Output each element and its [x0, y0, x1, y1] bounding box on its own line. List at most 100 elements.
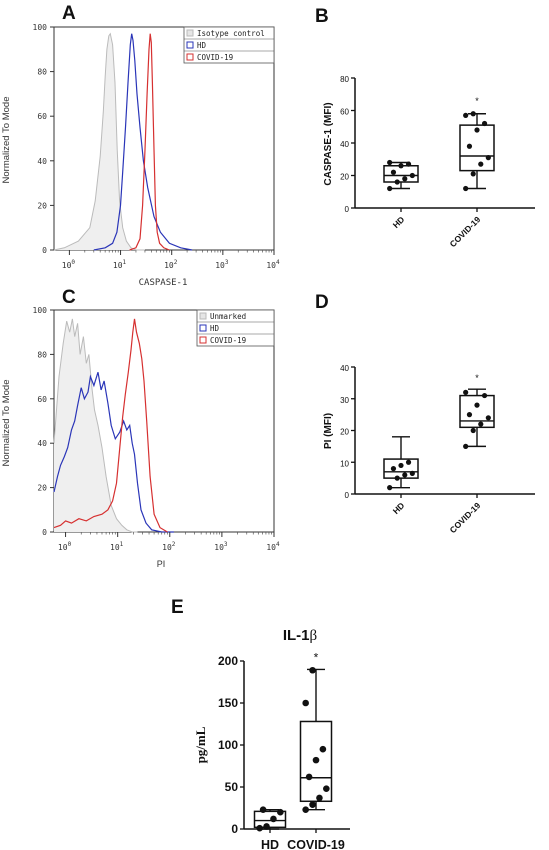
- panel-label-e: E: [171, 597, 184, 618]
- y-tick-label: 200: [218, 654, 238, 668]
- legend: Unmarked HD COVID-19: [196, 309, 275, 347]
- data-point: [409, 172, 415, 179]
- data-point: [478, 161, 484, 167]
- box-hd: [383, 436, 419, 491]
- y-tick-label: 0: [42, 528, 47, 537]
- data-point: [302, 806, 309, 813]
- data-point: [387, 185, 393, 192]
- legend-swatch: [199, 312, 207, 320]
- legend-label: COVID-19: [197, 53, 233, 62]
- legend-swatch: [186, 53, 194, 61]
- box-covid-19: [299, 666, 333, 813]
- legend-frame: [196, 309, 275, 347]
- x-tick-base: 10: [214, 543, 224, 552]
- panel-label-d: D: [315, 292, 329, 313]
- y-tick-label: 0: [345, 491, 350, 500]
- series-line-0: [53, 32, 145, 251]
- y-tick-label: 0: [231, 822, 238, 836]
- x-tick-base: 10: [164, 261, 174, 270]
- y-tick-label: 20: [340, 173, 349, 182]
- data-point: [309, 666, 316, 674]
- x-tick-exponent: 3: [224, 541, 228, 548]
- x-tick-base: 10: [113, 261, 123, 270]
- legend-swatch: [199, 324, 207, 332]
- histogram-caspase1: Normalized To Mode CASPASE-1 02040608010…: [1, 23, 280, 288]
- legend-swatch: [186, 29, 194, 37]
- boxplot-il1b: IL-1β pg/mL 0 50 100 150 200 HD COVID-19 *: [193, 627, 350, 850]
- box-iqr: [253, 810, 287, 829]
- box-iqr: [459, 124, 495, 172]
- data-point: [405, 161, 412, 167]
- data-point: [463, 185, 469, 192]
- y-tick-label: 60: [37, 395, 47, 404]
- data-point: [319, 745, 327, 753]
- data-point: [305, 773, 313, 781]
- y-axis-label: PI (MFI): [323, 413, 334, 449]
- y-axis-label: Normalized To Mode: [1, 97, 12, 184]
- x-tick-exponent: 4: [276, 541, 280, 548]
- data-point: [409, 470, 415, 476]
- y-tick-label: 50: [225, 780, 239, 794]
- title-main: IL-1: [283, 627, 310, 644]
- x-tick-label: 100: [58, 541, 72, 552]
- box-hd: [253, 806, 287, 832]
- series-line-2: [53, 318, 168, 533]
- chart-title: IL-1β: [283, 627, 317, 644]
- y-tick-label: 10: [340, 459, 349, 468]
- legend-label: HD: [197, 41, 207, 50]
- x-tick-label: 104: [266, 259, 280, 270]
- x-tick-exponent: 0: [71, 259, 75, 266]
- x-category-label: COVID-19: [287, 838, 345, 850]
- x-category-label: HD: [261, 838, 279, 850]
- data-point: [387, 159, 393, 166]
- legend-swatch: [186, 41, 194, 49]
- data-point: [312, 756, 320, 764]
- data-point: [316, 794, 323, 802]
- significance-marker: *: [314, 650, 319, 664]
- x-tick-label: 101: [110, 541, 124, 552]
- x-category-label: COVID-19: [448, 214, 483, 249]
- y-tick-label: 40: [37, 157, 47, 166]
- x-tick-exponent: 3: [225, 259, 229, 266]
- box-hd: [383, 159, 419, 192]
- y-tick-label: 20: [340, 428, 349, 437]
- data-point: [277, 808, 284, 816]
- y-tick-label: 80: [37, 68, 47, 77]
- data-point: [259, 806, 267, 813]
- y-tick-label: 80: [37, 350, 47, 359]
- x-category-label: HD: [391, 500, 407, 516]
- panel-label-b: B: [315, 6, 329, 27]
- data-point: [398, 163, 404, 169]
- y-tick-label: 60: [37, 112, 47, 121]
- y-tick-label: 0: [345, 205, 350, 214]
- data-point: [466, 143, 473, 149]
- legend: Isotype control HD COVID-19: [183, 26, 275, 64]
- data-point: [470, 427, 476, 434]
- data-point: [463, 112, 469, 118]
- series-line-0: [53, 318, 138, 533]
- y-tick-label: 20: [37, 201, 47, 210]
- y-axis-label: Normalized To Mode: [1, 380, 12, 467]
- data-point: [390, 466, 397, 472]
- series-fill-0: [54, 33, 145, 251]
- x-tick-exponent: 4: [276, 259, 280, 266]
- x-tick-exponent: 1: [123, 259, 127, 266]
- data-point: [302, 699, 309, 707]
- box-iqr: [459, 394, 495, 429]
- legend-label: Isotype control: [197, 29, 265, 38]
- x-tick-base: 10: [266, 543, 276, 552]
- data-point: [485, 155, 491, 161]
- panel-label-c: C: [62, 287, 76, 308]
- series-line-2: [129, 33, 170, 251]
- legend-label: HD: [210, 324, 220, 333]
- x-tick-base: 10: [162, 543, 172, 552]
- data-point: [402, 472, 408, 478]
- x-tick-label: 104: [266, 541, 280, 552]
- data-point: [323, 785, 330, 792]
- legend-frame: [183, 26, 275, 64]
- data-point: [470, 171, 476, 177]
- x-category-label: COVID-19: [448, 500, 483, 535]
- x-tick-exponent: 2: [174, 259, 178, 266]
- data-point: [463, 443, 469, 449]
